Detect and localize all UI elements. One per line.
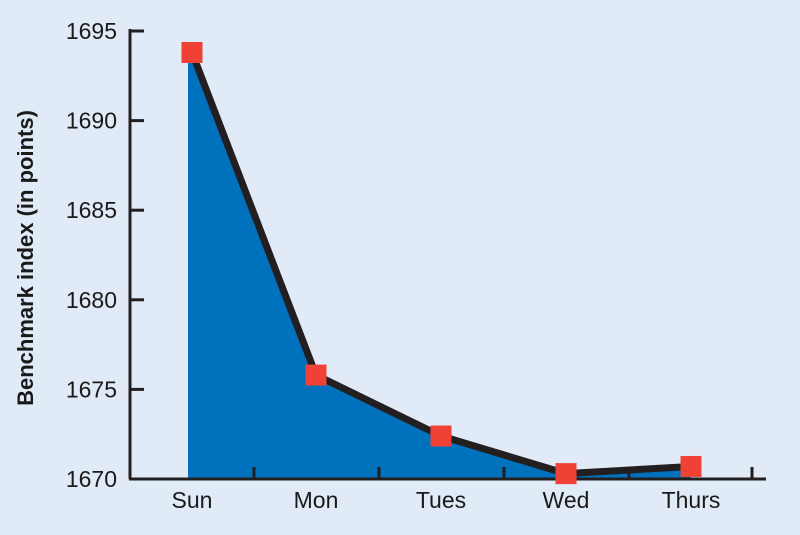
axes [128, 29, 766, 481]
y-tick-label: 1680 [66, 287, 117, 313]
data-point-marker [305, 364, 327, 386]
x-tick-label: Thurs [662, 487, 721, 513]
x-tick-label: Mon [294, 487, 339, 513]
area-fill [188, 52, 691, 480]
y-ticks: 1670 1675 1680 1685 1690 1695 [66, 18, 144, 492]
x-ticks: Sun Mon Tues Wed Thurs [172, 467, 754, 513]
y-tick-label: 1690 [66, 108, 117, 134]
y-tick-label: 1670 [66, 466, 117, 492]
x-tick-label: Sun [172, 487, 213, 513]
data-point-marker [181, 42, 203, 64]
data-point-marker [555, 463, 577, 485]
x-tick-label: Tues [416, 487, 466, 513]
data-point-marker [430, 425, 452, 447]
y-tick-label: 1695 [66, 18, 117, 44]
area-fill-layer [188, 52, 691, 480]
x-tick-label: Wed [543, 487, 590, 513]
markers [181, 42, 702, 485]
data-point-marker [680, 455, 702, 477]
y-tick-label: 1675 [66, 376, 117, 402]
y-tick-label: 1685 [66, 197, 117, 223]
y-axis-title: Benchmark index (in points) [13, 110, 38, 406]
